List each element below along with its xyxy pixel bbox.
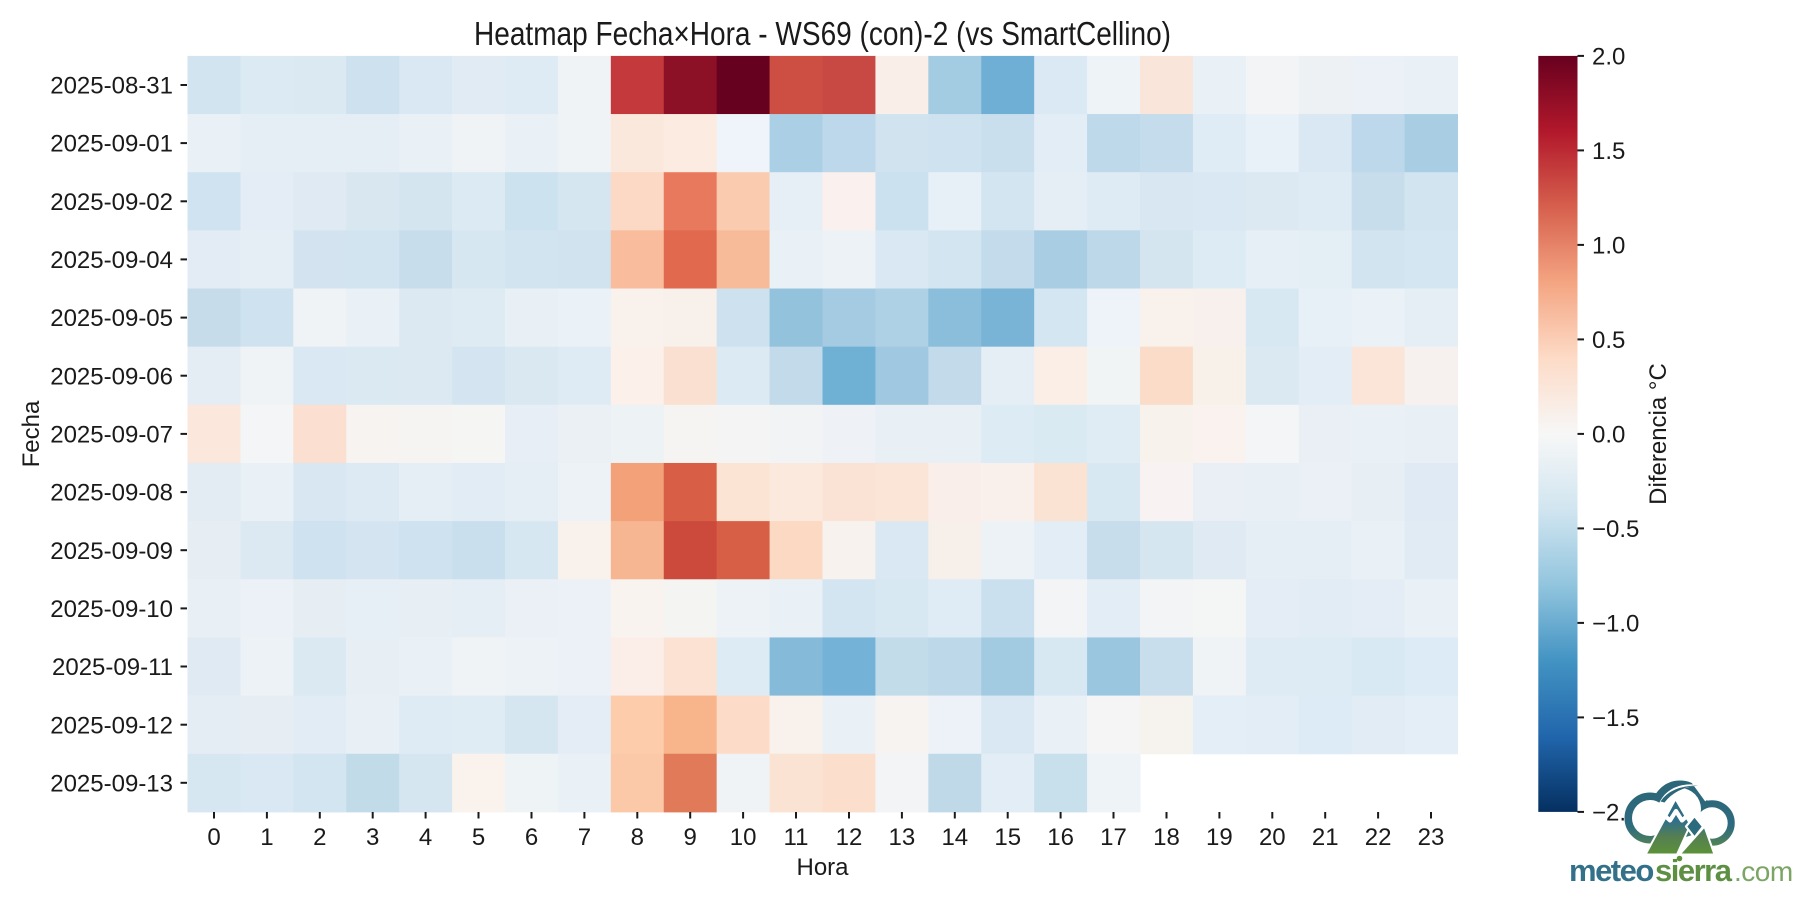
svg-text:2025-09-13: 2025-09-13: [50, 770, 173, 797]
svg-text:0.5: 0.5: [1592, 327, 1625, 354]
svg-text:−1.5: −1.5: [1592, 705, 1639, 732]
svg-text:4: 4: [419, 824, 432, 851]
svg-text:9: 9: [684, 824, 697, 851]
svg-text:10: 10: [730, 824, 757, 851]
svg-text:Heatmap Fecha×Hora - WS69 (con: Heatmap Fecha×Hora - WS69 (con)-2 (vs Sm…: [474, 15, 1171, 52]
svg-text:15: 15: [994, 824, 1021, 851]
svg-text:5: 5: [472, 824, 485, 851]
svg-text:16: 16: [1047, 824, 1074, 851]
svg-text:12: 12: [836, 824, 863, 851]
svg-text:2025-09-04: 2025-09-04: [50, 247, 173, 274]
svg-text:20: 20: [1259, 824, 1286, 851]
svg-text:0.0: 0.0: [1592, 422, 1625, 449]
svg-text:1.5: 1.5: [1592, 138, 1625, 165]
svg-text:meteo: meteo: [1569, 853, 1653, 888]
svg-text:17: 17: [1100, 824, 1127, 851]
svg-text:11: 11: [784, 824, 809, 851]
svg-text:7: 7: [578, 824, 591, 851]
svg-text:2025-09-08: 2025-09-08: [50, 480, 173, 507]
svg-text:22: 22: [1365, 824, 1392, 851]
svg-text:−1.0: −1.0: [1592, 611, 1639, 638]
svg-text:Fecha: Fecha: [18, 400, 45, 467]
svg-text:0: 0: [207, 824, 220, 851]
svg-text:2025-09-07: 2025-09-07: [50, 422, 173, 449]
svg-text:Diferencia °C: Diferencia °C: [1645, 363, 1672, 505]
svg-text:Hora: Hora: [796, 854, 849, 881]
svg-text:2025-09-11: 2025-09-11: [52, 654, 173, 681]
svg-text:2025-09-12: 2025-09-12: [50, 712, 173, 739]
svg-text:18: 18: [1153, 824, 1180, 851]
svg-text:2025-09-05: 2025-09-05: [50, 305, 173, 332]
svg-text:14: 14: [941, 824, 968, 851]
svg-text:sierra: sierra: [1655, 853, 1733, 888]
svg-text:1: 1: [260, 824, 273, 851]
svg-text:13: 13: [889, 824, 916, 851]
svg-text:2025-09-06: 2025-09-06: [50, 363, 173, 390]
svg-text:2025-08-31: 2025-08-31: [50, 73, 173, 100]
svg-text:3: 3: [366, 824, 379, 851]
svg-text:23: 23: [1418, 824, 1445, 851]
svg-text:2: 2: [313, 824, 326, 851]
svg-text:2025-09-01: 2025-09-01: [50, 131, 173, 158]
svg-text:6: 6: [525, 824, 538, 851]
svg-text:2.0: 2.0: [1592, 44, 1625, 71]
svg-text:19: 19: [1206, 824, 1233, 851]
svg-text:2025-09-10: 2025-09-10: [50, 596, 173, 623]
svg-text:2025-09-02: 2025-09-02: [50, 189, 173, 216]
svg-text:.com: .com: [1734, 856, 1793, 887]
svg-text:1.0: 1.0: [1592, 233, 1625, 260]
svg-text:8: 8: [631, 824, 644, 851]
svg-text:2025-09-09: 2025-09-09: [50, 538, 173, 565]
svg-text:−0.5: −0.5: [1592, 516, 1639, 543]
svg-text:21: 21: [1312, 824, 1339, 851]
